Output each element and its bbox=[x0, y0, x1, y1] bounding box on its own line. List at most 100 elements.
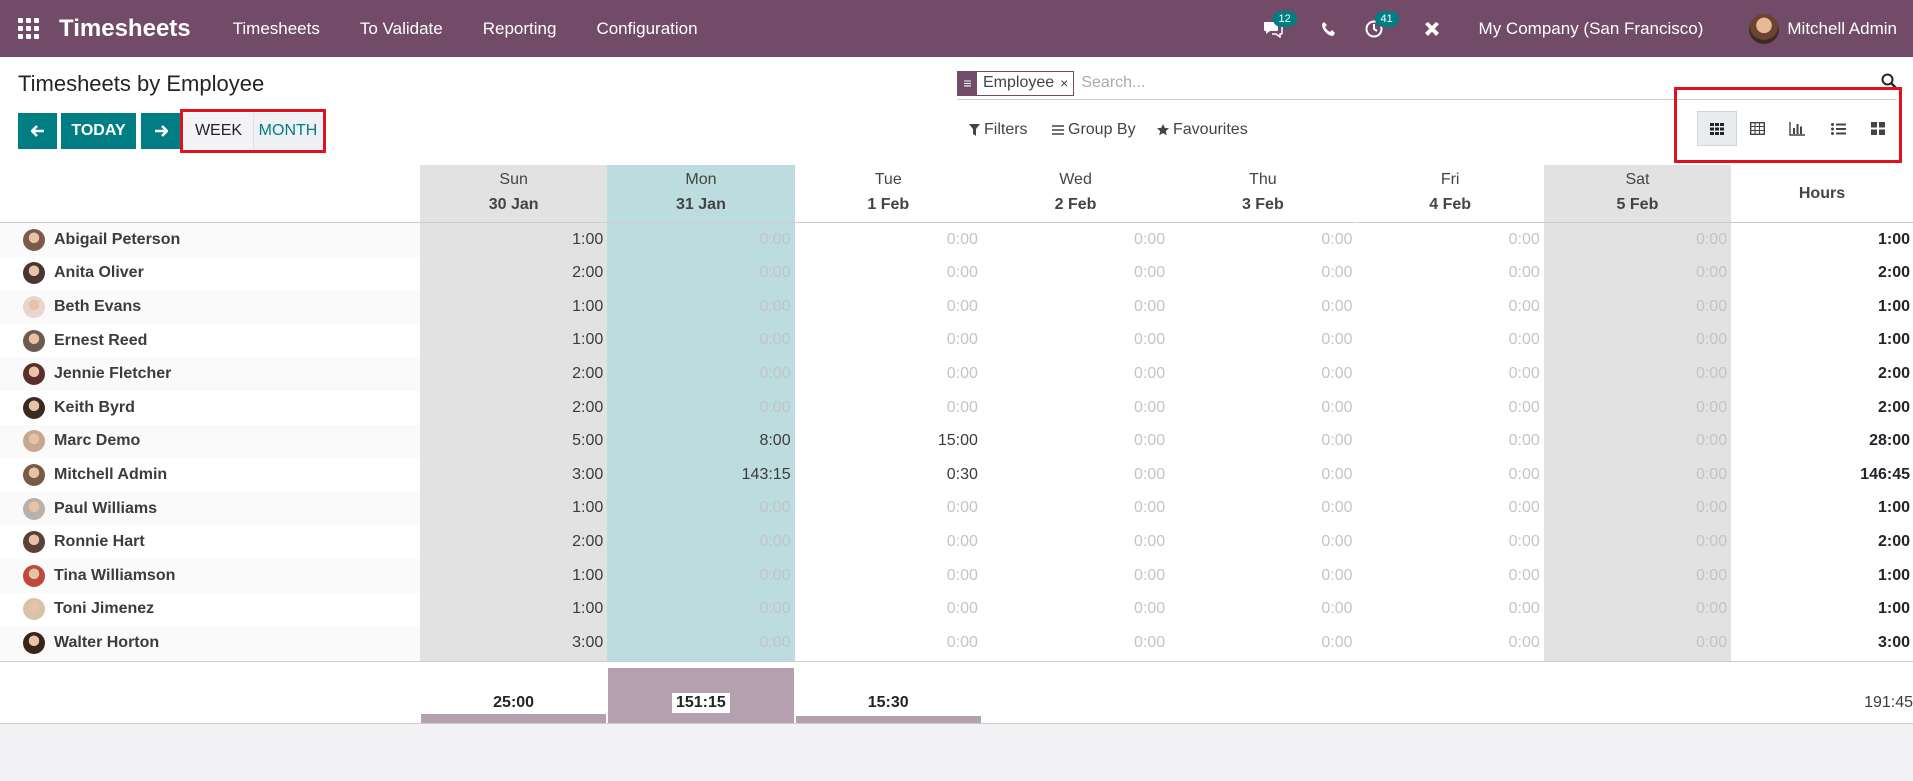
timesheet-cell[interactable]: 0:00 bbox=[946, 566, 978, 584]
filters-dropdown[interactable]: Filters bbox=[969, 121, 1028, 139]
employee-row-label[interactable]: Ronnie Hart bbox=[0, 525, 420, 559]
timesheet-cell[interactable]: 0:00 bbox=[1695, 633, 1728, 651]
next-button[interactable] bbox=[141, 113, 180, 149]
timesheet-cell[interactable]: 0:00 bbox=[1508, 297, 1540, 315]
timesheet-cell[interactable]: 0:00 bbox=[1695, 331, 1728, 349]
employee-row-label[interactable]: Keith Byrd bbox=[0, 391, 420, 425]
favourites-dropdown[interactable]: Favourites bbox=[1157, 121, 1248, 139]
timesheet-cell[interactable]: 0:00 bbox=[1134, 331, 1166, 349]
menu-timesheets[interactable]: Timesheets bbox=[232, 18, 320, 38]
timesheet-cell[interactable]: 0:00 bbox=[1321, 398, 1353, 416]
timesheet-cell[interactable]: 5:00 bbox=[572, 432, 604, 450]
menu-to-validate[interactable]: To Validate bbox=[359, 18, 443, 38]
timesheet-cell[interactable]: 1:00 bbox=[572, 230, 604, 248]
timesheet-cell[interactable]: 1:00 bbox=[572, 331, 604, 349]
timesheet-cell[interactable]: 0:00 bbox=[759, 297, 791, 315]
timesheet-cell[interactable]: 0:00 bbox=[946, 264, 978, 282]
timesheet-cell[interactable]: 0:00 bbox=[946, 633, 978, 651]
timesheet-cell[interactable]: 0:00 bbox=[1134, 532, 1166, 550]
debug-tools-icon[interactable] bbox=[1423, 20, 1441, 38]
month-button[interactable]: MONTH bbox=[254, 113, 322, 149]
timesheet-cell[interactable]: 0:00 bbox=[1695, 566, 1728, 584]
timesheet-cell[interactable]: 0:00 bbox=[1321, 297, 1353, 315]
employee-row-label[interactable]: Walter Horton bbox=[0, 626, 420, 660]
menu-configuration[interactable]: Configuration bbox=[596, 18, 698, 38]
column-header-wed[interactable]: Wed 2 Feb bbox=[981, 165, 1170, 223]
timesheet-cell[interactable]: 0:00 bbox=[1321, 600, 1353, 618]
employee-row-label[interactable]: Mitchell Admin bbox=[0, 458, 420, 492]
timesheet-cell[interactable]: 0:00 bbox=[1321, 532, 1353, 550]
timesheet-cell[interactable]: 0:00 bbox=[1134, 499, 1166, 517]
activities-clock-icon[interactable]: 41 bbox=[1365, 10, 1399, 38]
facet-remove-icon[interactable]: × bbox=[1060, 75, 1069, 91]
timesheet-cell[interactable]: 0:00 bbox=[759, 331, 791, 349]
timesheet-cell[interactable]: 8:00 bbox=[759, 432, 791, 450]
timesheet-cell[interactable]: 0:00 bbox=[1695, 532, 1728, 550]
timesheet-cell[interactable]: 0:00 bbox=[759, 600, 791, 618]
timesheet-cell[interactable]: 0:00 bbox=[1508, 230, 1540, 248]
timesheet-cell[interactable]: 0:00 bbox=[1508, 432, 1540, 450]
timesheet-cell[interactable]: 0:00 bbox=[946, 600, 978, 618]
apps-menu-icon[interactable] bbox=[17, 18, 39, 40]
timesheet-cell[interactable]: 0:00 bbox=[1134, 364, 1166, 382]
employee-row-label[interactable]: Paul Williams bbox=[0, 492, 420, 526]
column-header-tue[interactable]: Tue 1 Feb bbox=[794, 165, 982, 223]
timesheet-cell[interactable]: 0:00 bbox=[946, 499, 978, 517]
timesheet-cell[interactable]: 0:00 bbox=[1321, 566, 1353, 584]
timesheet-cell[interactable]: 0:00 bbox=[1695, 264, 1728, 282]
column-header-thu[interactable]: Thu 3 Feb bbox=[1169, 165, 1357, 223]
timesheet-cell[interactable]: 0:00 bbox=[759, 364, 791, 382]
app-title[interactable]: Timesheets bbox=[59, 14, 191, 42]
column-header-sun[interactable]: Sun 30 Jan bbox=[420, 165, 608, 223]
timesheet-cell[interactable]: 0:00 bbox=[946, 364, 978, 382]
timesheet-cell[interactable]: 143:15 bbox=[741, 465, 791, 483]
timesheet-cell[interactable]: 0:00 bbox=[1321, 230, 1353, 248]
timesheet-cell[interactable]: 0:00 bbox=[1134, 432, 1166, 450]
timesheet-cell[interactable]: 0:00 bbox=[1134, 398, 1166, 416]
phone-icon[interactable] bbox=[1321, 21, 1337, 37]
pivot-view-icon[interactable] bbox=[1737, 111, 1777, 146]
timesheet-cell[interactable]: 0:00 bbox=[1695, 297, 1728, 315]
timesheet-cell[interactable]: 0:00 bbox=[1508, 331, 1540, 349]
employee-row-label[interactable]: Tina Williamson bbox=[0, 559, 420, 593]
timesheet-cell[interactable]: 0:00 bbox=[1134, 600, 1166, 618]
search-input[interactable] bbox=[1081, 74, 1842, 92]
timesheet-cell[interactable]: 0:00 bbox=[1134, 465, 1166, 483]
timesheet-cell[interactable]: 0:00 bbox=[1134, 264, 1166, 282]
timesheet-cell[interactable]: 0:00 bbox=[1695, 230, 1728, 248]
timesheet-cell[interactable]: 0:00 bbox=[946, 230, 978, 248]
group-by-dropdown[interactable]: Group By bbox=[1052, 121, 1136, 139]
timesheet-cell[interactable]: 0:00 bbox=[1695, 432, 1728, 450]
timesheet-cell[interactable]: 2:00 bbox=[572, 364, 604, 382]
week-button[interactable]: WEEK bbox=[184, 113, 254, 149]
graph-view-icon[interactable] bbox=[1777, 111, 1817, 146]
timesheet-cell[interactable]: 0:00 bbox=[1508, 532, 1540, 550]
timesheet-cell[interactable]: 0:00 bbox=[1134, 230, 1166, 248]
messages-icon[interactable]: 12 bbox=[1263, 10, 1297, 38]
timesheet-cell[interactable]: 0:00 bbox=[1321, 432, 1353, 450]
timesheet-cell[interactable]: 1:00 bbox=[572, 600, 604, 618]
timesheet-cell[interactable]: 2:00 bbox=[572, 398, 604, 416]
timesheet-cell[interactable]: 2:00 bbox=[572, 264, 604, 282]
timesheet-cell[interactable]: 0:00 bbox=[1508, 600, 1540, 618]
employee-row-label[interactable]: Marc Demo bbox=[0, 425, 420, 459]
timesheet-cell[interactable]: 0:00 bbox=[1321, 633, 1353, 651]
employee-row-label[interactable]: Jennie Fletcher bbox=[0, 357, 420, 391]
timesheet-cell[interactable]: 0:00 bbox=[1508, 499, 1540, 517]
employee-row-label[interactable]: Abigail Peterson bbox=[0, 223, 420, 257]
timesheet-cell[interactable]: 0:00 bbox=[759, 398, 791, 416]
previous-button[interactable] bbox=[18, 113, 57, 149]
timesheet-cell[interactable]: 0:00 bbox=[1321, 465, 1353, 483]
timesheet-cell[interactable]: 0:00 bbox=[1134, 297, 1166, 315]
column-header-fri[interactable]: Fri 4 Feb bbox=[1356, 165, 1544, 223]
timesheet-cell[interactable]: 0:00 bbox=[946, 532, 978, 550]
timesheet-cell[interactable]: 0:00 bbox=[1321, 499, 1353, 517]
timesheet-cell[interactable]: 1:00 bbox=[572, 499, 604, 517]
grid-view-icon[interactable] bbox=[1697, 111, 1737, 146]
company-switcher[interactable]: My Company (San Francisco) bbox=[1478, 18, 1704, 38]
timesheet-cell[interactable]: 0:00 bbox=[759, 264, 791, 282]
kanban-view-icon[interactable] bbox=[1858, 111, 1898, 146]
column-header-mon[interactable]: Mon 31 Jan bbox=[607, 165, 795, 223]
timesheet-cell[interactable]: 0:00 bbox=[1695, 499, 1728, 517]
timesheet-cell[interactable]: 2:00 bbox=[572, 532, 604, 550]
